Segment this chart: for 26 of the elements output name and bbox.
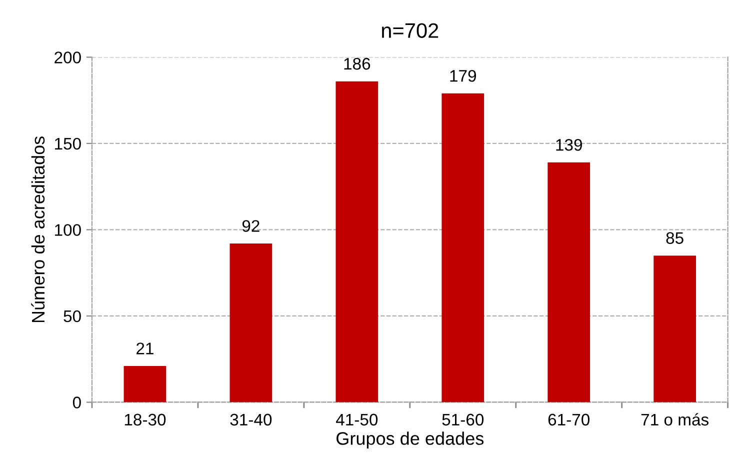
y-tick-label: 0 [72,396,81,408]
bar [548,162,590,402]
bar [654,256,696,402]
y-tick-label: 150 [55,138,81,150]
data-label: 21 [136,342,154,354]
data-label: 85 [666,232,684,244]
x-tick-label: 61-70 [548,414,590,426]
data-label: 92 [242,220,260,232]
y-axis-title: Número de acreditados [31,136,45,322]
x-tick-label: 71 o más [641,413,709,426]
bar [442,93,484,402]
x-axis-title: Grupos de edades [336,432,484,448]
data-label: 186 [344,58,370,70]
y-tick-label: 50 [64,310,81,322]
x-tick-label: 31-40 [230,414,272,426]
data-label: 179 [450,70,476,82]
x-tick-label: 18-30 [124,414,166,426]
data-label: 139 [556,139,582,151]
chart-title: n=702 [382,23,438,38]
bar [336,81,378,402]
bar [230,244,272,402]
x-tick-label: 41-50 [336,414,378,426]
y-tick-label: 100 [55,224,81,236]
x-tick-label: 51-60 [442,414,484,426]
y-tick-label: 200 [54,52,81,64]
bar [124,366,166,402]
